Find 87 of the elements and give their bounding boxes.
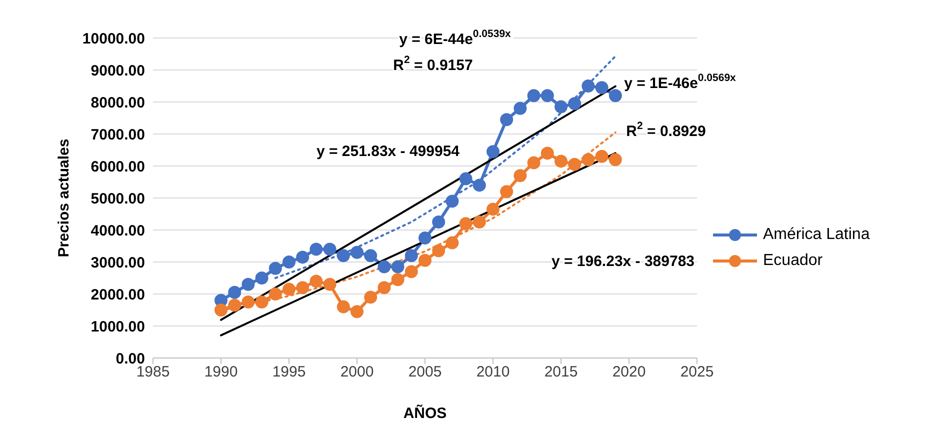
point [540, 146, 554, 160]
point [323, 278, 336, 291]
point [228, 298, 242, 312]
y-tick-label: 3000.00 [90, 254, 145, 272]
annotation: R$^{2}$ = 0.8929 [626, 120, 706, 140]
point [514, 102, 527, 115]
point [486, 145, 500, 158]
point [472, 178, 486, 192]
y-tick-label: 4000.00 [90, 222, 145, 240]
x-tick-label: 2005 [408, 364, 442, 381]
point [378, 260, 391, 274]
x-tick-label: 2010 [476, 364, 510, 381]
point [404, 249, 418, 262]
point [242, 296, 255, 308]
point [323, 242, 336, 256]
y-tick-label: 5000.00 [90, 190, 145, 208]
x-tick-label: 1990 [204, 364, 238, 381]
annotation: y = 196.23x - 389783 [551, 252, 695, 270]
annotation: y = 251.83x - 499954 [316, 142, 460, 160]
point [310, 242, 323, 256]
point [310, 274, 323, 288]
point [296, 250, 310, 264]
point [432, 244, 446, 258]
y-tick-label: 7000.00 [90, 126, 145, 144]
legend-label: Ecuador [763, 252, 823, 270]
y-tick-label: 9000.00 [90, 62, 145, 80]
point [255, 296, 268, 308]
point [459, 172, 472, 186]
point [364, 249, 378, 262]
point [446, 236, 459, 250]
point [336, 249, 350, 262]
point [391, 273, 404, 286]
y-tick-label: 6000.00 [90, 158, 145, 176]
y-tick-label: 8000.00 [90, 94, 145, 112]
point [268, 262, 282, 275]
point [459, 217, 472, 230]
point [228, 286, 242, 299]
point [527, 156, 540, 170]
x-tick-label: 1995 [272, 364, 306, 381]
y-tick-label: 1000.00 [90, 318, 145, 336]
point [554, 100, 568, 114]
point [268, 288, 282, 300]
annotation: R$^{2}$ = 0.9157 [393, 54, 473, 74]
point [500, 113, 514, 126]
point [540, 89, 554, 102]
point [582, 153, 595, 166]
point [486, 202, 500, 216]
point [514, 169, 527, 182]
point [364, 290, 378, 304]
point [568, 97, 582, 110]
point [350, 305, 364, 318]
point [582, 80, 595, 92]
x-axis-title: AÑOS [403, 404, 447, 422]
annotation: y = 1E-46e$^{0.0569x}$ [624, 72, 736, 92]
annotation: y = 6E-44e$^{0.0539x}$ [399, 28, 512, 48]
point [214, 304, 228, 316]
x-tick-label: 2020 [612, 364, 646, 381]
x-tick-label: 2000 [340, 364, 374, 381]
point [595, 150, 608, 163]
point [446, 194, 459, 208]
point [350, 246, 364, 259]
y-tick-label: 2000.00 [90, 286, 145, 304]
point [391, 260, 404, 274]
point [432, 216, 446, 228]
point [554, 154, 568, 168]
point [568, 158, 582, 171]
point [255, 272, 268, 284]
x-tick-label: 2015 [544, 364, 578, 381]
legend-label: América Latina [763, 226, 870, 244]
point [296, 281, 310, 294]
point [282, 256, 296, 268]
point [336, 300, 350, 314]
point [500, 185, 514, 198]
point [595, 81, 608, 94]
y-axis-title: Precios actuales [55, 138, 72, 258]
point [608, 153, 622, 166]
point [282, 282, 296, 296]
x-tick-label: 2025 [680, 364, 714, 381]
point [472, 216, 486, 228]
point [378, 281, 391, 294]
y-tick-label: 10000.00 [82, 30, 145, 48]
point [242, 278, 255, 291]
point [527, 89, 540, 102]
point [404, 265, 418, 278]
point [418, 254, 432, 267]
point [418, 232, 432, 244]
point [608, 89, 622, 102]
